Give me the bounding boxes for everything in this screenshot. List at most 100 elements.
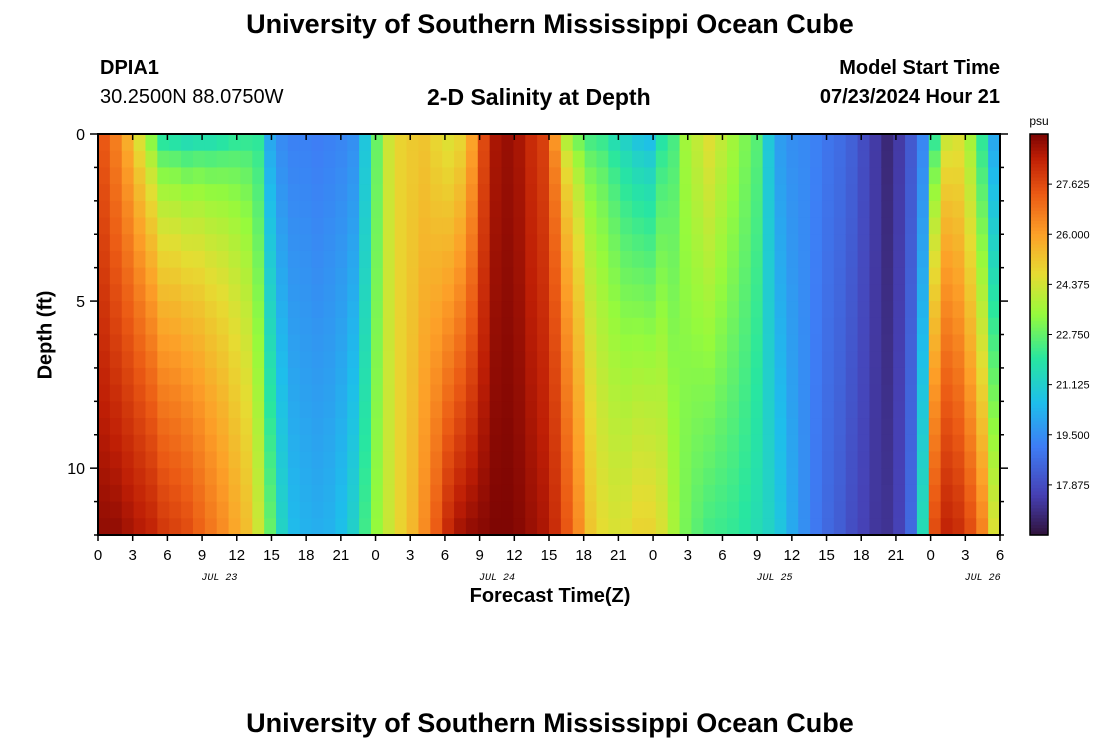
- heatmap-cell: [940, 267, 954, 285]
- heatmap-cell: [370, 401, 384, 419]
- heatmap-cell: [762, 334, 776, 352]
- heatmap-cell: [928, 334, 942, 352]
- heatmap-cell: [406, 150, 420, 169]
- heatmap-cell: [976, 367, 989, 386]
- heatmap-cell: [905, 184, 918, 202]
- heatmap-cell: [928, 250, 942, 269]
- heatmap-cell: [335, 484, 348, 503]
- heatmap-cell: [857, 301, 871, 319]
- heatmap-cell: [667, 434, 681, 453]
- heatmap-cell: [964, 501, 977, 519]
- x-day-label: JUL 24: [479, 573, 515, 584]
- heatmap-cell: [691, 301, 704, 319]
- colorbar-swatch: [1030, 374, 1048, 379]
- heatmap-cell: [750, 468, 764, 486]
- heatmap-cell: [549, 518, 562, 536]
- heatmap-cell: [798, 434, 811, 453]
- heatmap-cell: [738, 150, 752, 169]
- heatmap-cell: [881, 267, 894, 285]
- heatmap-cell: [121, 317, 135, 336]
- colorbar-swatch: [1030, 240, 1048, 245]
- heatmap-cell: [359, 484, 372, 503]
- heatmap-cell: [489, 334, 503, 352]
- heatmap-cell: [216, 384, 230, 402]
- heatmap-cell: [584, 384, 598, 402]
- heatmap-cell: [786, 384, 799, 402]
- heatmap-cell: [252, 200, 265, 219]
- heatmap-cell: [501, 468, 514, 486]
- heatmap-cell: [228, 384, 242, 402]
- heatmap-cell: [596, 267, 609, 285]
- heatmap-cell: [109, 250, 123, 269]
- heatmap-cell: [299, 234, 313, 252]
- heatmap-cell: [525, 150, 538, 169]
- heatmap-cell: [216, 167, 230, 185]
- heatmap-cell: [454, 334, 467, 352]
- heatmap-cell: [394, 150, 408, 169]
- heatmap-cell: [228, 351, 242, 369]
- heatmap-cell: [608, 150, 621, 169]
- heatmap-cell: [513, 518, 526, 536]
- heatmap-cell: [988, 351, 1001, 369]
- heatmap-cell: [584, 367, 598, 386]
- heatmap-cell: [442, 351, 455, 369]
- heatmap-cell: [109, 184, 123, 202]
- heatmap-cell: [513, 401, 526, 419]
- heatmap-cell: [442, 301, 455, 319]
- heatmap-cell: [549, 384, 562, 402]
- heatmap-cell: [442, 184, 455, 202]
- heatmap-cell: [750, 250, 764, 269]
- heatmap-cell: [430, 384, 443, 402]
- heatmap-cell: [323, 384, 336, 402]
- heatmap-cell: [109, 234, 123, 252]
- heatmap-cell: [323, 434, 336, 453]
- heatmap-cell: [560, 134, 574, 152]
- heatmap-cell: [821, 418, 835, 436]
- heatmap-cell: [905, 401, 918, 419]
- heatmap-cell: [596, 184, 609, 202]
- heatmap-cell: [703, 317, 716, 336]
- heatmap-cell: [964, 150, 977, 169]
- x-day-label: JUL 23: [201, 573, 237, 584]
- heatmap-cell: [857, 418, 871, 436]
- heatmap-cell: [916, 234, 930, 252]
- heatmap-cell: [762, 200, 776, 219]
- heatmap-cell: [252, 468, 265, 486]
- heatmap-cell: [679, 418, 693, 436]
- heatmap-cell: [810, 134, 823, 152]
- heatmap-cell: [833, 184, 847, 202]
- heatmap-cell: [798, 267, 811, 285]
- colorbar-swatch: [1030, 518, 1048, 523]
- heatmap-cell: [881, 284, 894, 302]
- heatmap-cell: [620, 317, 633, 336]
- heatmap-cell: [893, 317, 906, 336]
- heatmap-cell: [513, 167, 526, 185]
- heatmap-cell: [311, 434, 325, 453]
- heatmap-cell: [632, 334, 645, 352]
- heatmap-cell: [157, 217, 170, 235]
- colorbar-swatch: [1030, 154, 1048, 158]
- heatmap-cell: [228, 451, 242, 469]
- heatmap-cell: [857, 150, 871, 169]
- heatmap-cell: [335, 451, 348, 469]
- heatmap-cell: [252, 250, 265, 269]
- heatmap-cell: [537, 484, 550, 503]
- heatmap-cell: [703, 234, 716, 252]
- heatmap-cell: [833, 418, 847, 436]
- heatmap-cell: [442, 217, 455, 235]
- heatmap-cell: [821, 234, 835, 252]
- heatmap-cell: [501, 401, 514, 419]
- heatmap-cell: [786, 334, 799, 352]
- heatmap-cell: [881, 167, 894, 185]
- heatmap-cell: [727, 267, 740, 285]
- heatmap-cell: [893, 401, 906, 419]
- heatmap-cell: [489, 401, 503, 419]
- heatmap-cell: [394, 134, 408, 152]
- colorbar-swatch: [1030, 184, 1048, 189]
- heatmap-cell: [655, 250, 669, 269]
- colorbar-swatch: [1030, 200, 1048, 205]
- heatmap-cell: [418, 184, 431, 202]
- heatmap-cell: [465, 401, 479, 419]
- heatmap-cell: [715, 217, 728, 235]
- heatmap-cell: [691, 518, 704, 536]
